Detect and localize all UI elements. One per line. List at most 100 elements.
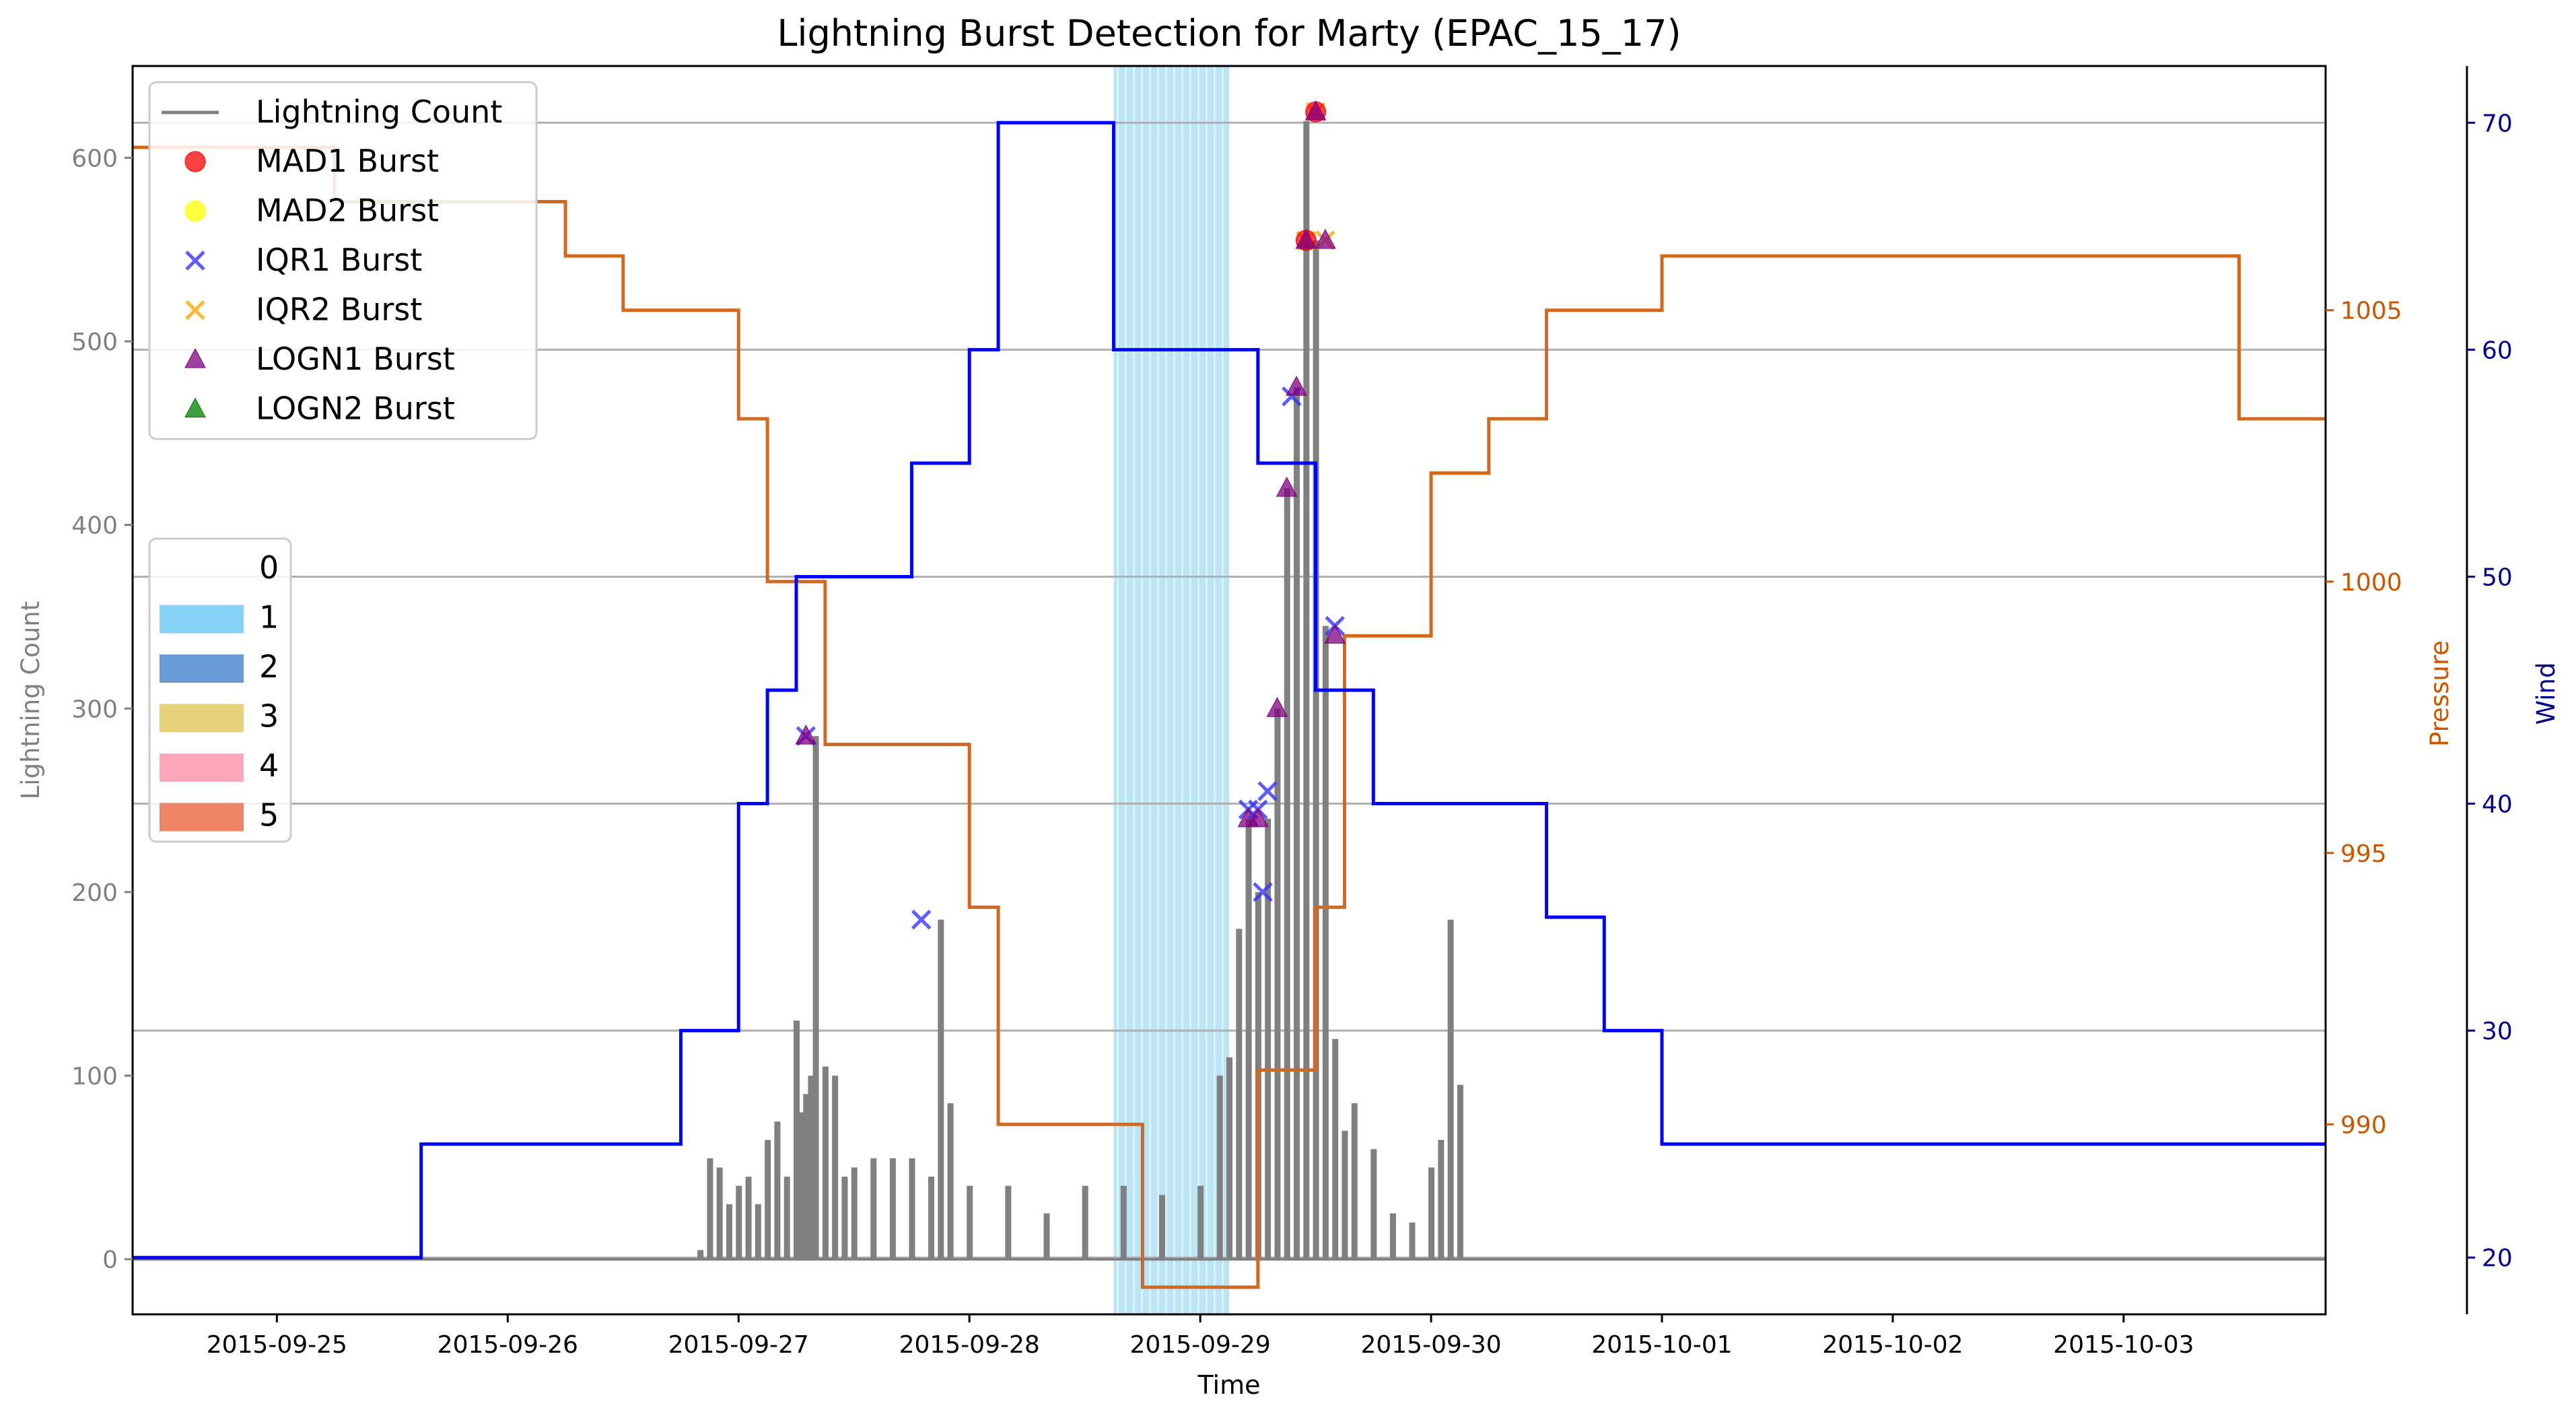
axes-layer: 0100200300400500600990995100010052030405… xyxy=(71,65,2513,1359)
lightning-bar xyxy=(707,1158,713,1260)
lightning-bar xyxy=(1274,708,1281,1260)
legend-category-label: 4 xyxy=(259,747,279,784)
burst-legend: Lightning Count MAD1 Burst MAD2 Burst IQR1 … xyxy=(148,81,538,440)
lightning-bar xyxy=(1082,1186,1088,1260)
lightning-bar xyxy=(870,1158,877,1260)
left-tick-label: 200 xyxy=(71,879,118,907)
legend-lightning-label: Lightning Count xyxy=(256,94,502,130)
lightning-bar xyxy=(1370,1149,1377,1260)
lightning-bar xyxy=(1043,1213,1050,1260)
lightning-bar xyxy=(909,1158,915,1260)
lightning-bar xyxy=(803,1093,810,1260)
legend-burst-label: MAD2 Burst xyxy=(256,193,439,229)
burst-marker-iqr1 xyxy=(911,910,932,930)
legend-burst-label: LOGN2 Burst xyxy=(256,391,455,427)
lightning-bar xyxy=(1303,121,1310,1260)
lightning-bar xyxy=(745,1176,752,1260)
burst-marker-logn1 xyxy=(1315,228,1336,249)
legend-category-label: 0 xyxy=(259,549,279,586)
left-tick-label: 500 xyxy=(71,329,118,356)
x-tick-label: 2015-09-29 xyxy=(1130,1331,1271,1359)
wind-tick-label: 20 xyxy=(2482,1245,2513,1273)
lightning-bar xyxy=(1284,488,1290,1260)
wind-tick-label: 30 xyxy=(2482,1018,2513,1046)
y-axis-label-wind: Wind xyxy=(2532,663,2561,725)
burst-marker-logn1 xyxy=(1324,623,1346,644)
lightning-bar xyxy=(1332,1039,1339,1260)
lightning-bar xyxy=(928,1176,935,1260)
burst-marker-iqr1 xyxy=(1253,882,1273,902)
x-tick-label: 2015-10-01 xyxy=(1591,1331,1732,1359)
legend-marker-logn1 xyxy=(184,347,206,368)
lightning-bar xyxy=(832,1075,839,1260)
burst-marker-logn1 xyxy=(1266,697,1288,717)
lightning-bar xyxy=(1447,919,1454,1260)
wind-tick-label: 60 xyxy=(2482,337,2513,364)
lightning-bar xyxy=(812,736,819,1260)
legend-category-swatch xyxy=(160,803,244,832)
lightning-bar xyxy=(1216,1075,1223,1260)
lines-layer xyxy=(133,121,2326,1289)
legend-marker-mad1 xyxy=(184,151,206,172)
lightning-bar xyxy=(798,1112,805,1260)
pressure-tick-label: 990 xyxy=(2340,1112,2387,1139)
left-tick-label: 0 xyxy=(102,1246,118,1274)
lightning-bar xyxy=(1158,1194,1165,1260)
x-tick-label: 2015-09-28 xyxy=(899,1331,1040,1359)
x-tick-label: 2015-09-27 xyxy=(668,1331,809,1359)
lightning-bar xyxy=(784,1176,790,1260)
pressure-line xyxy=(133,145,2326,1289)
burst-marker-logn1 xyxy=(1286,376,1307,396)
lightning-bar xyxy=(1389,1213,1396,1260)
category-legend: 0 1 2 3 4 5 xyxy=(148,537,292,843)
lightning-bar xyxy=(808,1075,814,1260)
legend-category-label: 3 xyxy=(259,698,279,735)
lightning-bar xyxy=(1409,1222,1416,1260)
burst-markers-layer xyxy=(795,100,1346,930)
lightning-bar xyxy=(1313,240,1319,1260)
legend-marker-mad2 xyxy=(184,201,206,222)
wind-tick-label: 50 xyxy=(2482,564,2513,591)
lightning-bar xyxy=(1120,1186,1127,1260)
legend-category-label: 2 xyxy=(259,648,279,685)
legend-category-label: 5 xyxy=(259,797,279,834)
lightning-bar xyxy=(1457,1085,1463,1260)
lightning-bar xyxy=(1005,1186,1012,1260)
legend-marker-iqr2 xyxy=(185,300,205,321)
lightning-bar xyxy=(1342,1131,1348,1260)
chart-title: Lightning Burst Detection for Marty (EPA… xyxy=(777,12,1681,55)
wind-line xyxy=(133,121,2326,1260)
lightning-bar xyxy=(1236,929,1243,1260)
legend-burst-label: MAD1 Burst xyxy=(256,143,439,179)
burst-marker-logn1 xyxy=(1247,807,1269,828)
burst-marker-logn1 xyxy=(1276,477,1298,497)
intensity-span-category-1 xyxy=(1113,66,1229,1314)
legend-category-swatch xyxy=(160,753,244,782)
lightning-bar xyxy=(774,1121,781,1260)
burst-legend-box xyxy=(148,81,538,440)
lightning-bars-layer xyxy=(133,121,2326,1261)
wind-tick-label: 40 xyxy=(2482,791,2513,819)
lightning-bar xyxy=(967,1186,973,1260)
legend-burst-label: LOGN1 Burst xyxy=(256,341,455,377)
lightning-bar xyxy=(726,1204,732,1260)
lightning-bar xyxy=(947,1103,954,1260)
lightning-bar xyxy=(1438,1139,1444,1260)
legend-category-label: 1 xyxy=(259,599,279,636)
lightning-bar xyxy=(1428,1167,1435,1260)
lightning-bar xyxy=(765,1139,771,1260)
wind-tick-label: 70 xyxy=(2482,110,2513,137)
lightning-bar xyxy=(938,919,944,1260)
x-tick-label: 2015-10-02 xyxy=(1822,1331,1963,1359)
burst-marker-logn1 xyxy=(795,724,817,745)
x-axis-label: Time xyxy=(1197,1370,1261,1400)
burst-marker-logn1 xyxy=(1304,100,1327,121)
pressure-tick-label: 995 xyxy=(2340,840,2387,868)
lightning-bar xyxy=(793,1020,800,1260)
y-axis-label-pressure: Pressure xyxy=(2425,640,2454,747)
x-tick-label: 2015-10-03 xyxy=(2053,1331,2194,1359)
lightning-bar xyxy=(1197,1186,1204,1260)
pressure-tick-label: 1005 xyxy=(2340,298,2402,325)
plot-frame xyxy=(131,65,2327,1316)
lightning-bar xyxy=(841,1176,848,1260)
